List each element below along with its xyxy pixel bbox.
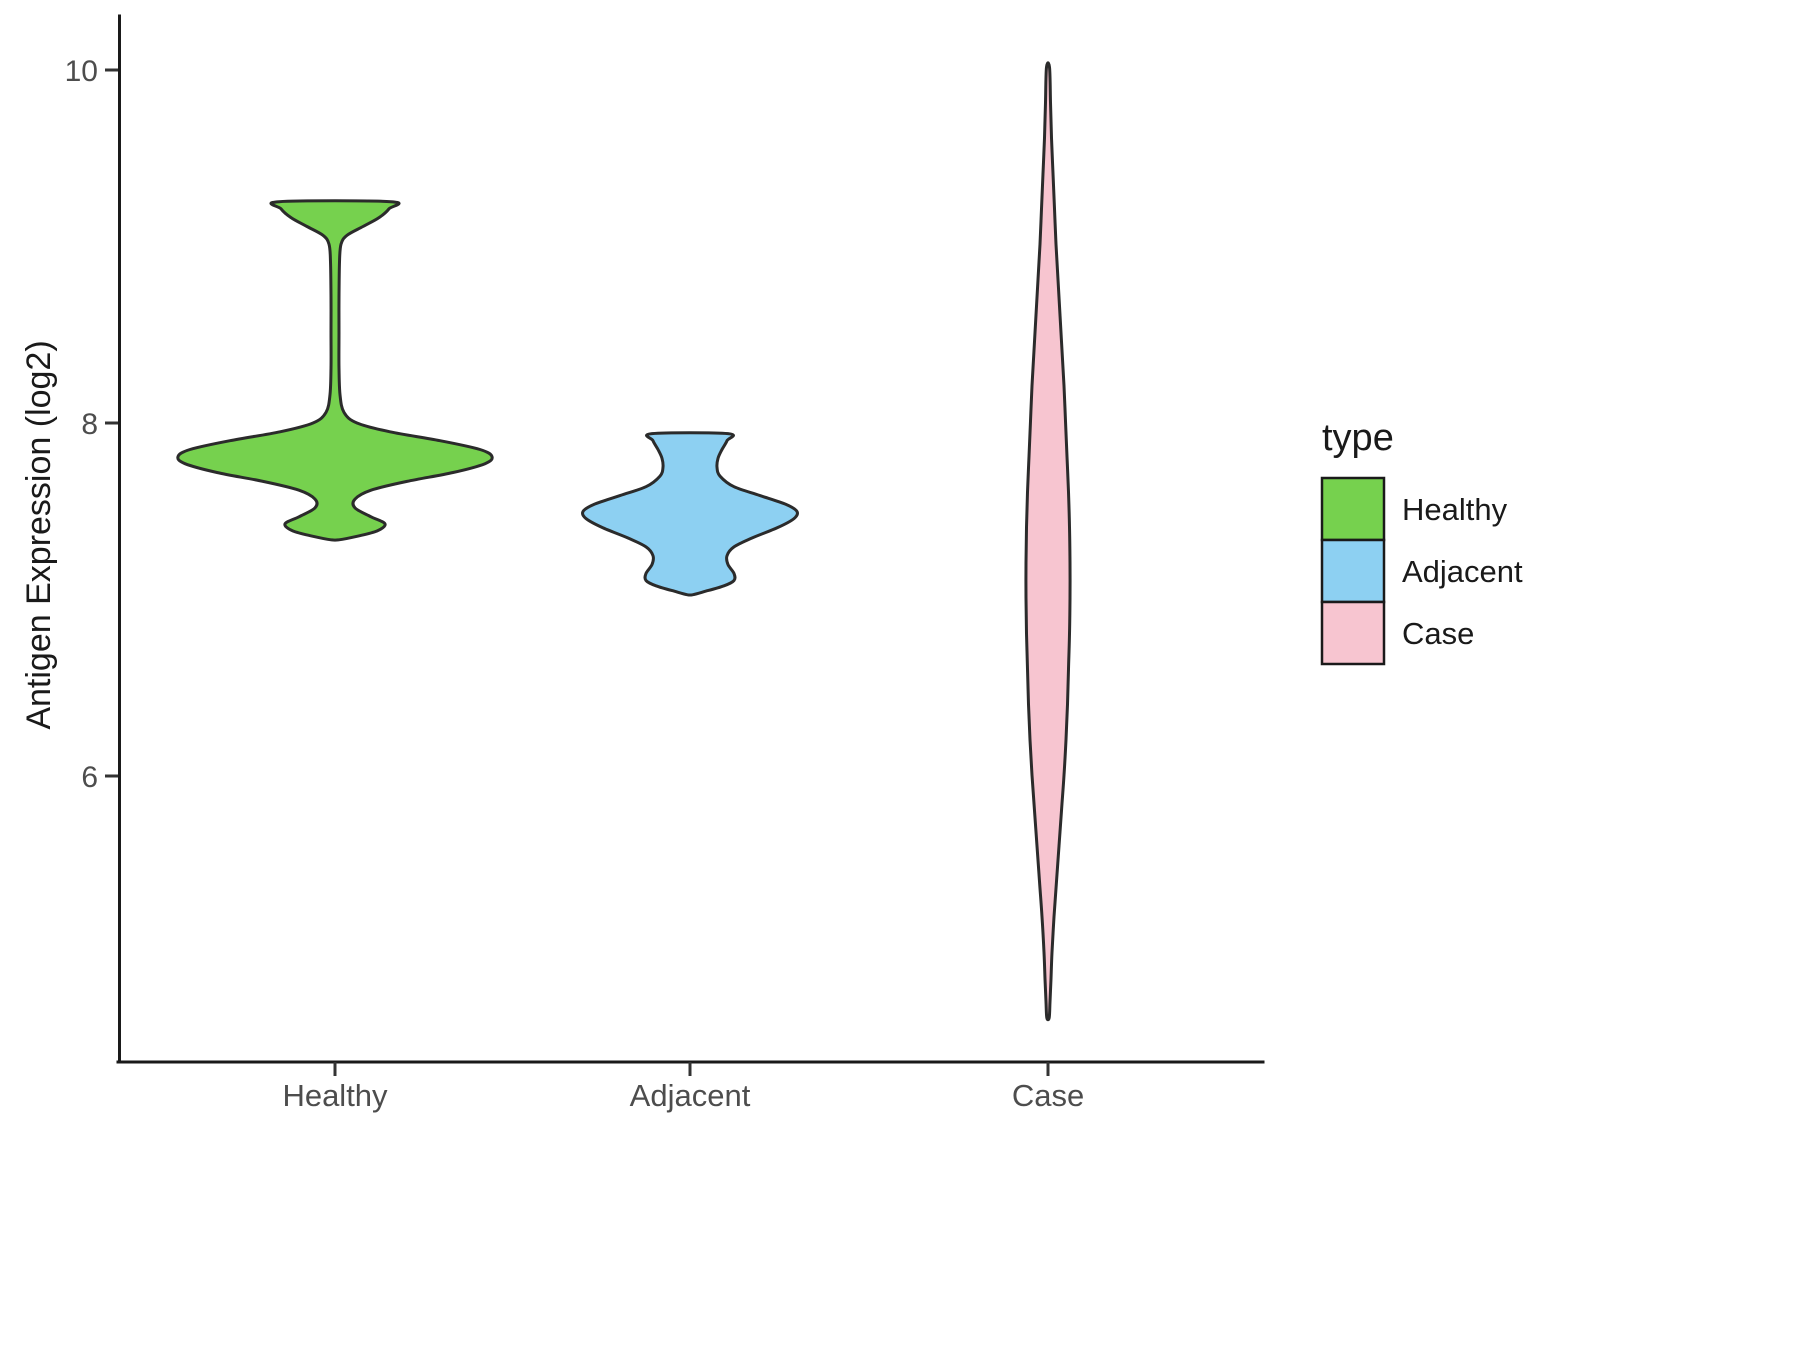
legend-key-adjacent bbox=[1320, 538, 1386, 604]
x-tick-label-healthy: Healthy bbox=[282, 1078, 388, 1113]
y-axis-title: Antigen Expression (log2) bbox=[20, 340, 58, 729]
violin-case bbox=[1024, 61, 1072, 1022]
x-tick-label-case: Case bbox=[1012, 1078, 1084, 1113]
legend-title: type bbox=[1322, 417, 1394, 459]
x-tick-label-adjacent: Adjacent bbox=[630, 1078, 751, 1113]
violin-adjacent bbox=[580, 431, 800, 597]
legend-label-adjacent: Adjacent bbox=[1402, 554, 1523, 589]
legend-key-healthy bbox=[1320, 476, 1386, 542]
violin-healthy bbox=[176, 199, 494, 542]
y-tick-label-10: 10 bbox=[65, 55, 98, 88]
legend: type Healthy Adjacent Case bbox=[1320, 417, 1523, 666]
violins-layer bbox=[176, 61, 1072, 1022]
legend-label-case: Case bbox=[1402, 616, 1474, 651]
y-tick-label-8: 8 bbox=[81, 408, 98, 441]
y-tick-label-6: 6 bbox=[81, 761, 98, 794]
legend-label-healthy: Healthy bbox=[1402, 492, 1508, 527]
legend-key-case bbox=[1320, 600, 1386, 666]
